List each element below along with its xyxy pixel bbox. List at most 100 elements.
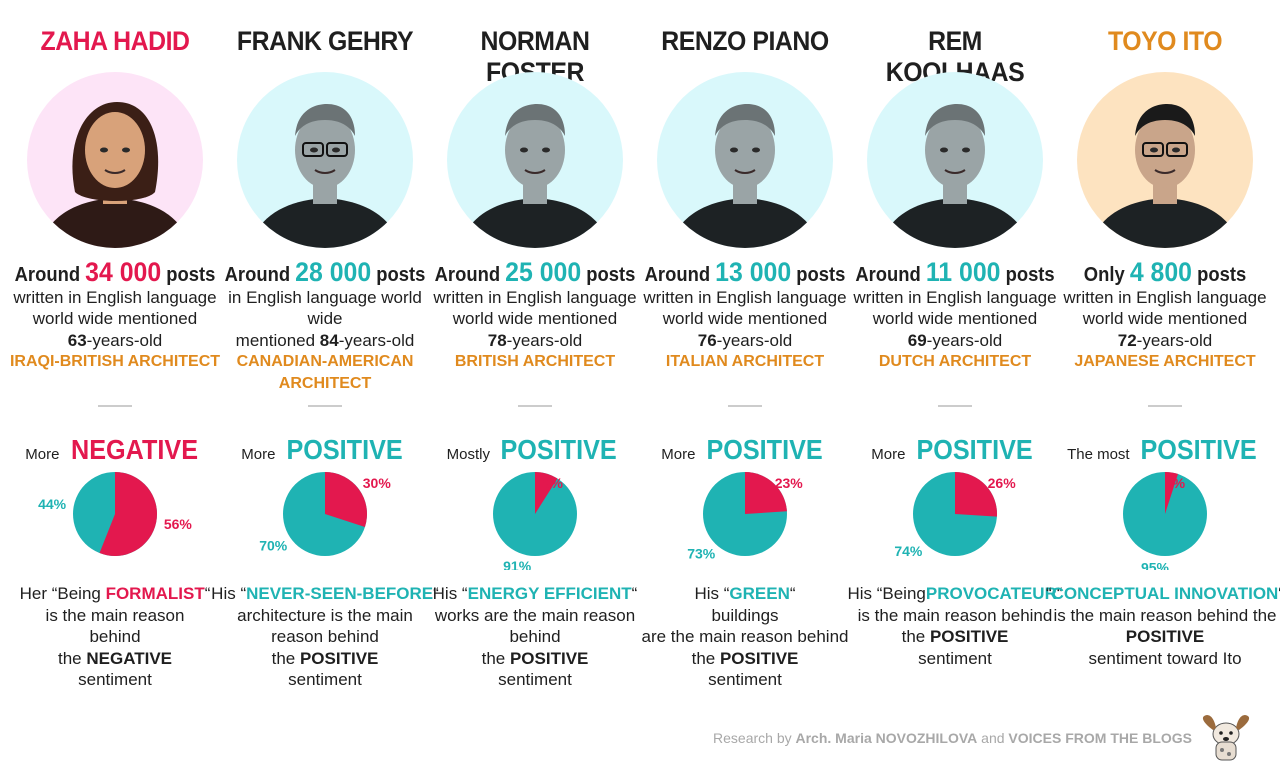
posts-description-2: world wide mentioned (1082, 309, 1248, 328)
section-divider (1148, 405, 1182, 407)
reason-sentiment-word: POSITIVE (509, 648, 589, 668)
reason-quote-close: “ (204, 584, 211, 603)
reason-intro: “ (1045, 584, 1052, 603)
age-suffix: -years-old (926, 330, 1003, 350)
reason-keyword: CONCEPTUAL INNOVATION (1051, 584, 1279, 603)
reason-sentiment-word: NEGATIVE (86, 648, 172, 668)
sentiment-heading: More NEGATIVE (5, 434, 225, 466)
portrait-face (715, 112, 775, 188)
reason-line-1: His “NEVER-SEEN-BEFORE “ (205, 583, 445, 605)
architect-name: ZAHA HADID (40, 26, 190, 56)
posts-line: Around 34 000 posts (9, 259, 221, 287)
reason-the: the (58, 648, 87, 668)
nationality-label: ITALIAN ARCHITECT (665, 353, 825, 370)
reason-sentiment-word: POSITIVE (1125, 627, 1205, 646)
footer-middle: and (977, 730, 1009, 746)
reason-the: the (691, 648, 720, 668)
posts-line: Only 4 800 posts (1059, 259, 1271, 287)
posts-prefix: Around (434, 264, 501, 286)
portrait-body (1089, 198, 1241, 248)
sentiment-heading: Mostly POSITIVE (425, 434, 645, 466)
footer-org: VOICES FROM THE BLOGS (1008, 730, 1192, 746)
architect-name: FRANK GEHRY (236, 26, 414, 56)
section-divider (518, 405, 552, 407)
age-value: 84 (319, 330, 339, 350)
reason-quote-close: “ (1056, 584, 1063, 603)
reason-sentiment-word: POSITIVE (299, 648, 379, 668)
sentiment-heading: More POSITIVE (845, 434, 1065, 466)
age-suffix: -years-old (716, 330, 793, 350)
sentiment-pie-chart: 26% 74% (894, 472, 1016, 559)
architect-portrait (27, 72, 203, 248)
portrait-body (879, 198, 1031, 248)
sentiment-word: POSITIVE (1140, 434, 1257, 465)
section-divider (728, 405, 762, 407)
reason-line-2: architecture is the main (237, 605, 413, 625)
posts-count: 25 000 (505, 257, 582, 287)
posts-line: Around 25 000 posts (429, 259, 641, 287)
age-value: 69 (907, 330, 927, 350)
reason-keyword: FORMALIST (105, 584, 205, 603)
posts-stats: Around 28 000 posts in English language w… (210, 259, 440, 394)
pie-label-positive: 74% (894, 543, 923, 559)
reason-line-4: the POSITIVE (625, 648, 865, 670)
posts-prefix: Around (644, 264, 711, 286)
sentiment-pie-chart: 56% 44% (38, 472, 193, 556)
footer-prefix: Research by (713, 730, 796, 746)
section-divider (938, 405, 972, 407)
reason-line-5: sentiment (78, 670, 152, 689)
sentiment-reason: His “ENERGY EFFICIENT“ works are the main… (415, 583, 655, 691)
sentiment-heading: The most POSITIVE (1055, 434, 1275, 466)
reason-line-5: sentiment (288, 670, 362, 689)
architect-name: RENZO PIANO (661, 26, 829, 56)
reason-intro: His “ (211, 584, 247, 603)
posts-line: Around 28 000 posts (219, 259, 431, 287)
posts-suffix: posts (376, 264, 426, 286)
pie-slice-negative (955, 472, 997, 517)
reason-intro: His “ (432, 584, 468, 603)
age-suffix: -years-old (506, 330, 583, 350)
reason-keyword: PROVOCATEUR (925, 584, 1057, 603)
sentiment-pie-chart: 5% 95% (1123, 472, 1207, 570)
posts-prefix: Around (14, 264, 81, 286)
posts-suffix: posts (796, 264, 846, 286)
reason-line-3: behind (89, 627, 141, 646)
reason-line-1: His “ENERGY EFFICIENT“ (415, 583, 655, 605)
reason-keyword: NEVER-SEEN-BEFORE (246, 584, 434, 603)
posts-suffix: posts (1005, 264, 1055, 286)
sentiment-reason: His “BeingPROVOCATEUR“ is the main reason… (835, 583, 1075, 669)
posts-description-1: written in English language (853, 287, 1057, 307)
pie-label-positive: 91% (503, 558, 532, 570)
sentiment-heading: More POSITIVE (215, 434, 435, 466)
portrait-body (669, 198, 821, 248)
sentiment-reason: His “GREEN“ buildings are the main reason … (625, 583, 865, 691)
reason-line-3: are the main reason behind (641, 627, 849, 646)
pie-slice-negative (535, 472, 558, 514)
reason-line-2: is the main reason behind (857, 605, 1053, 625)
reason-intro: Her “Being (19, 584, 106, 603)
architect-column: FRANK GEHRY Around 28 000 posts in English… (211, 0, 439, 700)
reason-the: the (271, 648, 300, 668)
posts-stats: Around 25 000 posts written in English la… (420, 259, 650, 373)
pie-label-negative: 56% (164, 516, 193, 532)
portrait-face (85, 112, 145, 188)
posts-description-1: in English language world wide (228, 287, 422, 329)
posts-prefix: Around (855, 264, 921, 286)
reason-intro: His “ (694, 584, 730, 603)
nationality-label: JAPANESE ARCHITECT (1074, 353, 1256, 370)
age-suffix: -years-old (338, 330, 415, 350)
reason-line-2: is the main reason (45, 605, 185, 625)
age-line: mentioned 84-years-old (210, 330, 440, 352)
posts-description-2: world wide mentioned (452, 309, 618, 328)
age-value: 72 (1117, 330, 1137, 350)
posts-suffix: posts (586, 264, 636, 286)
pie-label-negative: 9% (543, 475, 564, 491)
architect-column: TOYO ITO Only 4 800 posts written in Engli… (1046, 0, 1280, 700)
pie-slice-negative (99, 472, 158, 556)
portrait-body (39, 198, 191, 248)
reason-quote-close: “ (789, 584, 796, 603)
architect-portrait (1077, 72, 1253, 248)
architect-portrait (657, 72, 833, 248)
architect-portrait (867, 72, 1043, 248)
sentiment-pie-chart: 23% 73% (687, 472, 803, 561)
